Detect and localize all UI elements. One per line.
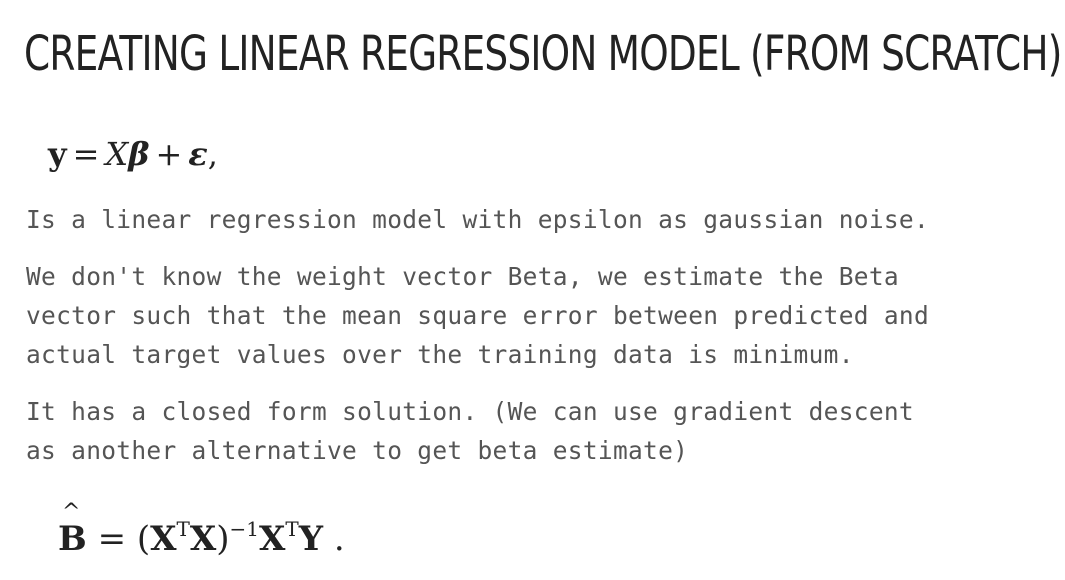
- eq-X-transpose: X: [150, 519, 177, 559]
- paragraph-line: as another alternative to get beta estim…: [26, 436, 689, 465]
- eq-open-paren: (: [136, 519, 151, 559]
- slide-title: CREATING LINEAR REGRESSION MODEL (FROM S…: [24, 26, 1062, 82]
- paragraph-weight-estimation: We don't know the weight vector Beta, we…: [26, 257, 929, 374]
- eq-transpose-mark-2: T: [285, 517, 299, 541]
- eq-comma: ,: [207, 135, 218, 173]
- eq-period: .: [333, 519, 345, 559]
- model-equation: y = Xβ + ε,: [48, 138, 218, 170]
- eq-beta: β: [128, 135, 150, 173]
- eq-equals: =: [72, 135, 100, 173]
- eq-close-paren: ): [216, 519, 230, 559]
- eq-transpose-mark: T: [176, 517, 190, 541]
- eq-epsilon: ε: [188, 135, 208, 173]
- solution-equation: B = (XTX)−1XTY .: [58, 502, 345, 559]
- paragraph-closed-form: It has a closed form solution. (We can u…: [26, 392, 914, 470]
- eq-X: X: [105, 135, 129, 173]
- paragraph-line: actual target values over the training d…: [26, 340, 854, 369]
- paragraph-line: It has a closed form solution. (We can u…: [26, 397, 914, 426]
- eq-Y: Y: [298, 519, 324, 559]
- paragraph-model-description: Is a linear regression model with epsilo…: [26, 205, 930, 234]
- eq-X: X: [189, 519, 217, 559]
- eq-plus: +: [155, 135, 183, 173]
- paragraph-line: We don't know the weight vector Beta, we…: [26, 262, 899, 291]
- paragraph-line: vector such that the mean square error b…: [26, 301, 930, 330]
- eq-inverse-mark: −1: [229, 517, 260, 541]
- eq-X-transpose-2: X: [259, 519, 286, 559]
- eq-equals: =: [97, 519, 127, 559]
- eq-y: y: [48, 135, 67, 173]
- eq-B-hat: B: [58, 502, 87, 556]
